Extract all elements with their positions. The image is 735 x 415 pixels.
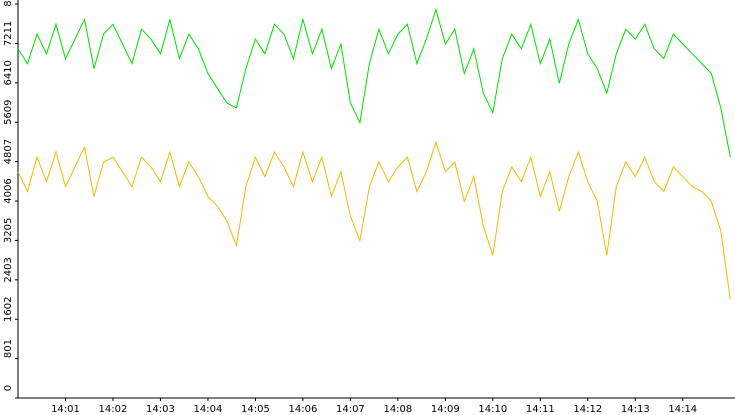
x-tick-label: 14:03 <box>146 404 175 415</box>
y-tick-label: 0 <box>3 385 14 391</box>
x-tick-label: 14:02 <box>99 404 128 415</box>
y-tick-label: 801 <box>3 339 14 358</box>
x-tick-label: 14:14 <box>668 404 697 415</box>
y-tick-label: 7211 <box>3 21 14 46</box>
y-tick-label: 4807 <box>3 139 14 164</box>
series-line <box>17 7 731 158</box>
x-tick-label: 14:11 <box>526 404 555 415</box>
x-tick-label: 14:06 <box>288 404 317 415</box>
x-tick-label: 14:04 <box>194 404 223 415</box>
x-tick-label: 14:08 <box>383 404 412 415</box>
y-tick-label: 8013 <box>3 0 14 7</box>
x-tick-label: 14:07 <box>336 404 365 415</box>
y-tick-label: 6410 <box>3 60 14 85</box>
y-tick-label: 4006 <box>3 178 14 203</box>
x-tick-label: 14:05 <box>241 404 270 415</box>
x-tick-label: 14:10 <box>478 404 507 415</box>
x-tick-label: 14:09 <box>431 404 460 415</box>
x-tick-label: 14:13 <box>621 404 650 415</box>
series-line <box>17 140 731 300</box>
y-tick-label: 3205 <box>3 218 14 243</box>
y-tick-label: 1602 <box>3 297 14 322</box>
y-tick-label: 5609 <box>3 99 14 124</box>
x-tick-label: 14:12 <box>573 404 602 415</box>
y-tick-label: 2403 <box>3 257 14 282</box>
x-tick-label: 14:01 <box>51 404 80 415</box>
